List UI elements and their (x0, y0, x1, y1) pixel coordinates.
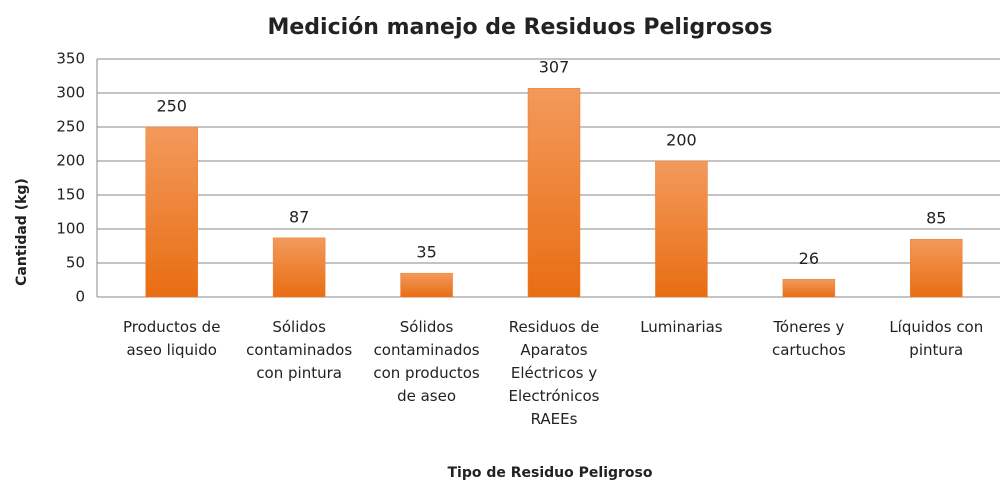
x-tick-label: Líquidos con pintura (889, 318, 984, 359)
y-tick-label: 50 (66, 254, 85, 272)
y-tick-label: 0 (75, 288, 85, 306)
bar (910, 238, 963, 298)
value-label: 85 (926, 209, 946, 228)
x-tick-label: Sólidos contaminados con productos de as… (373, 318, 480, 405)
value-label: 307 (539, 58, 570, 77)
value-label: 200 (666, 131, 697, 150)
value-label: 35 (416, 243, 436, 262)
y-tick-label: 300 (56, 84, 85, 102)
x-tick-label: Residuos de Aparatos Eléctricos y Electr… (508, 318, 600, 428)
y-tick-label: 350 (56, 50, 85, 68)
y-axis-label: Cantidad (kg) (14, 178, 30, 286)
bar (782, 279, 836, 298)
y-tick-label: 250 (56, 118, 85, 136)
x-tick-label: Luminarias (640, 318, 723, 336)
y-tick-label: 200 (56, 152, 85, 170)
x-tick-label: Sólidos contaminados con pintura (246, 318, 353, 382)
chart-title: Medición manejo de Residuos Peligrosos (267, 15, 772, 40)
y-tick-label: 150 (56, 186, 85, 204)
x-axis-label: Tipo de Residuo Peligroso (448, 465, 653, 481)
bar (400, 272, 453, 298)
y-tick-label: 100 (56, 220, 85, 238)
value-label: 26 (799, 249, 819, 268)
bar (272, 237, 326, 298)
x-tick-label: Productos de aseo liquido (122, 318, 221, 359)
value-label: 87 (289, 207, 309, 226)
bar (527, 87, 581, 298)
x-tick-label: Tóneres y cartuchos (771, 318, 846, 359)
bar (145, 126, 198, 298)
value-label: 250 (156, 97, 187, 116)
bar (655, 160, 708, 298)
